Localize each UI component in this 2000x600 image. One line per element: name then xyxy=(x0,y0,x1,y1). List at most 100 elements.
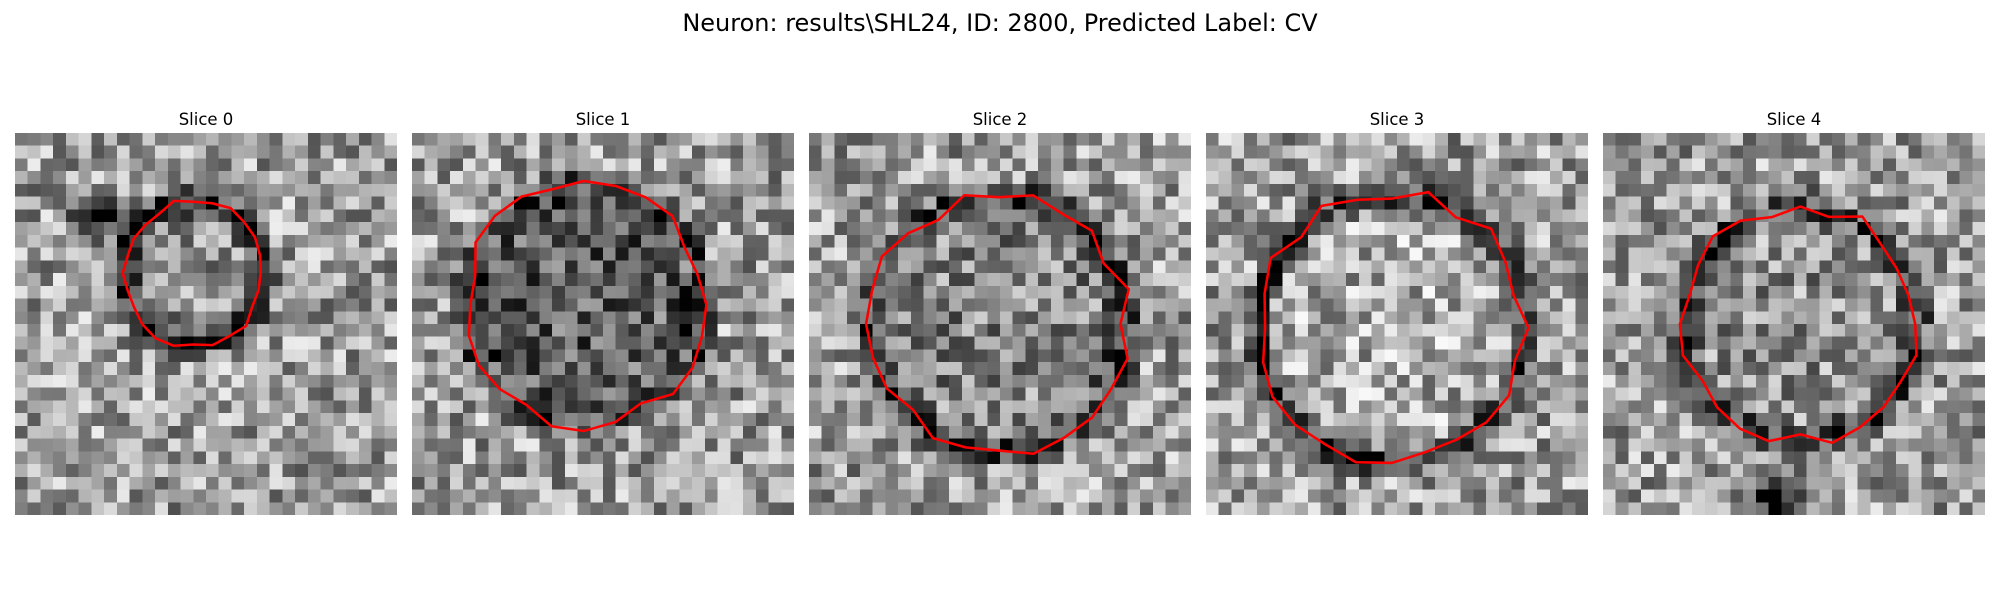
image-pixel xyxy=(1768,464,1782,478)
image-pixel xyxy=(167,273,181,287)
image-pixel xyxy=(1371,222,1385,236)
image-pixel xyxy=(987,349,1001,363)
image-pixel xyxy=(282,222,296,236)
image-pixel xyxy=(1422,183,1436,197)
image-pixel xyxy=(1768,158,1782,172)
image-pixel xyxy=(1498,298,1512,312)
image-pixel xyxy=(1063,336,1077,350)
image-pixel xyxy=(1447,413,1461,427)
image-pixel xyxy=(1358,311,1372,325)
image-pixel xyxy=(1384,413,1398,427)
image-pixel xyxy=(1038,476,1052,490)
image-pixel xyxy=(641,502,655,515)
image-pixel xyxy=(885,222,899,236)
image-pixel xyxy=(282,502,296,515)
image-pixel xyxy=(1615,374,1629,388)
image-pixel xyxy=(1244,298,1258,312)
image-pixel xyxy=(27,234,41,248)
image-pixel xyxy=(15,324,28,337)
image-pixel xyxy=(526,425,540,439)
image-pixel xyxy=(717,209,731,223)
image-pixel xyxy=(961,234,975,248)
image-pixel xyxy=(1730,209,1744,223)
image-pixel xyxy=(1409,196,1423,210)
image-pixel xyxy=(1743,476,1757,490)
image-pixel xyxy=(717,133,731,146)
image-pixel xyxy=(1524,400,1538,414)
image-pixel xyxy=(333,336,347,350)
image-pixel xyxy=(1883,476,1897,490)
image-pixel xyxy=(1076,311,1090,325)
image-pixel xyxy=(1333,324,1347,337)
image-pixel xyxy=(1282,362,1296,376)
image-pixel xyxy=(961,362,975,376)
image-pixel xyxy=(1397,234,1410,248)
image-pixel xyxy=(615,413,629,427)
image-pixel xyxy=(1307,349,1321,363)
image-pixel xyxy=(295,234,309,248)
image-pixel xyxy=(936,158,950,172)
image-pixel xyxy=(462,413,476,427)
image-pixel xyxy=(847,476,861,490)
image-pixel xyxy=(666,451,680,465)
image-pixel xyxy=(1524,260,1538,274)
image-pixel xyxy=(1089,183,1103,197)
image-pixel xyxy=(1641,158,1655,172)
image-pixel xyxy=(1140,476,1154,490)
image-pixel xyxy=(539,196,553,210)
image-pixel xyxy=(1972,349,1985,363)
image-pixel xyxy=(450,464,464,478)
image-pixel xyxy=(1025,158,1039,172)
image-pixel xyxy=(717,464,731,478)
image-pixel xyxy=(1921,171,1935,185)
image-pixel xyxy=(1666,476,1680,490)
image-pixel xyxy=(384,476,397,490)
image-pixel xyxy=(1244,476,1258,490)
image-pixel xyxy=(424,158,438,172)
image-pixel xyxy=(936,502,950,515)
image-pixel xyxy=(384,298,397,312)
image-pixel xyxy=(1127,413,1141,427)
image-pixel xyxy=(346,311,360,325)
image-pixel xyxy=(295,311,309,325)
image-pixel xyxy=(1895,464,1909,478)
image-pixel xyxy=(564,260,578,274)
image-pixel xyxy=(78,489,92,503)
image-pixel xyxy=(193,438,207,452)
image-pixel xyxy=(692,374,706,388)
image-pixel xyxy=(1730,400,1744,414)
image-pixel xyxy=(65,451,79,465)
image-pixel xyxy=(104,247,118,261)
image-pixel xyxy=(1575,400,1588,414)
image-pixel xyxy=(412,234,425,248)
image-pixel xyxy=(768,400,782,414)
image-pixel xyxy=(1870,336,1884,350)
image-pixel xyxy=(949,222,963,236)
image-pixel xyxy=(1511,222,1525,236)
image-pixel xyxy=(1256,489,1270,503)
image-pixel xyxy=(1050,362,1064,376)
image-pixel xyxy=(1063,349,1077,363)
image-pixel xyxy=(1307,273,1321,287)
image-pixel xyxy=(704,324,718,337)
image-pixel xyxy=(834,336,848,350)
image-pixel xyxy=(53,273,67,287)
image-pixel xyxy=(1152,183,1166,197)
image-pixel xyxy=(129,285,143,299)
image-pixel xyxy=(1165,285,1179,299)
image-pixel xyxy=(885,273,899,287)
slice-image xyxy=(1206,133,1588,515)
image-pixel xyxy=(730,336,744,350)
image-pixel xyxy=(53,298,67,312)
image-pixel xyxy=(1358,425,1372,439)
image-pixel xyxy=(244,247,258,261)
image-pixel xyxy=(129,273,143,287)
image-pixel xyxy=(1819,247,1833,261)
image-pixel xyxy=(15,336,28,350)
image-pixel xyxy=(1895,311,1909,325)
image-pixel xyxy=(564,234,578,248)
image-pixel xyxy=(768,298,782,312)
image-pixel xyxy=(1781,464,1795,478)
image-pixel xyxy=(847,171,861,185)
image-pixel xyxy=(206,451,219,465)
